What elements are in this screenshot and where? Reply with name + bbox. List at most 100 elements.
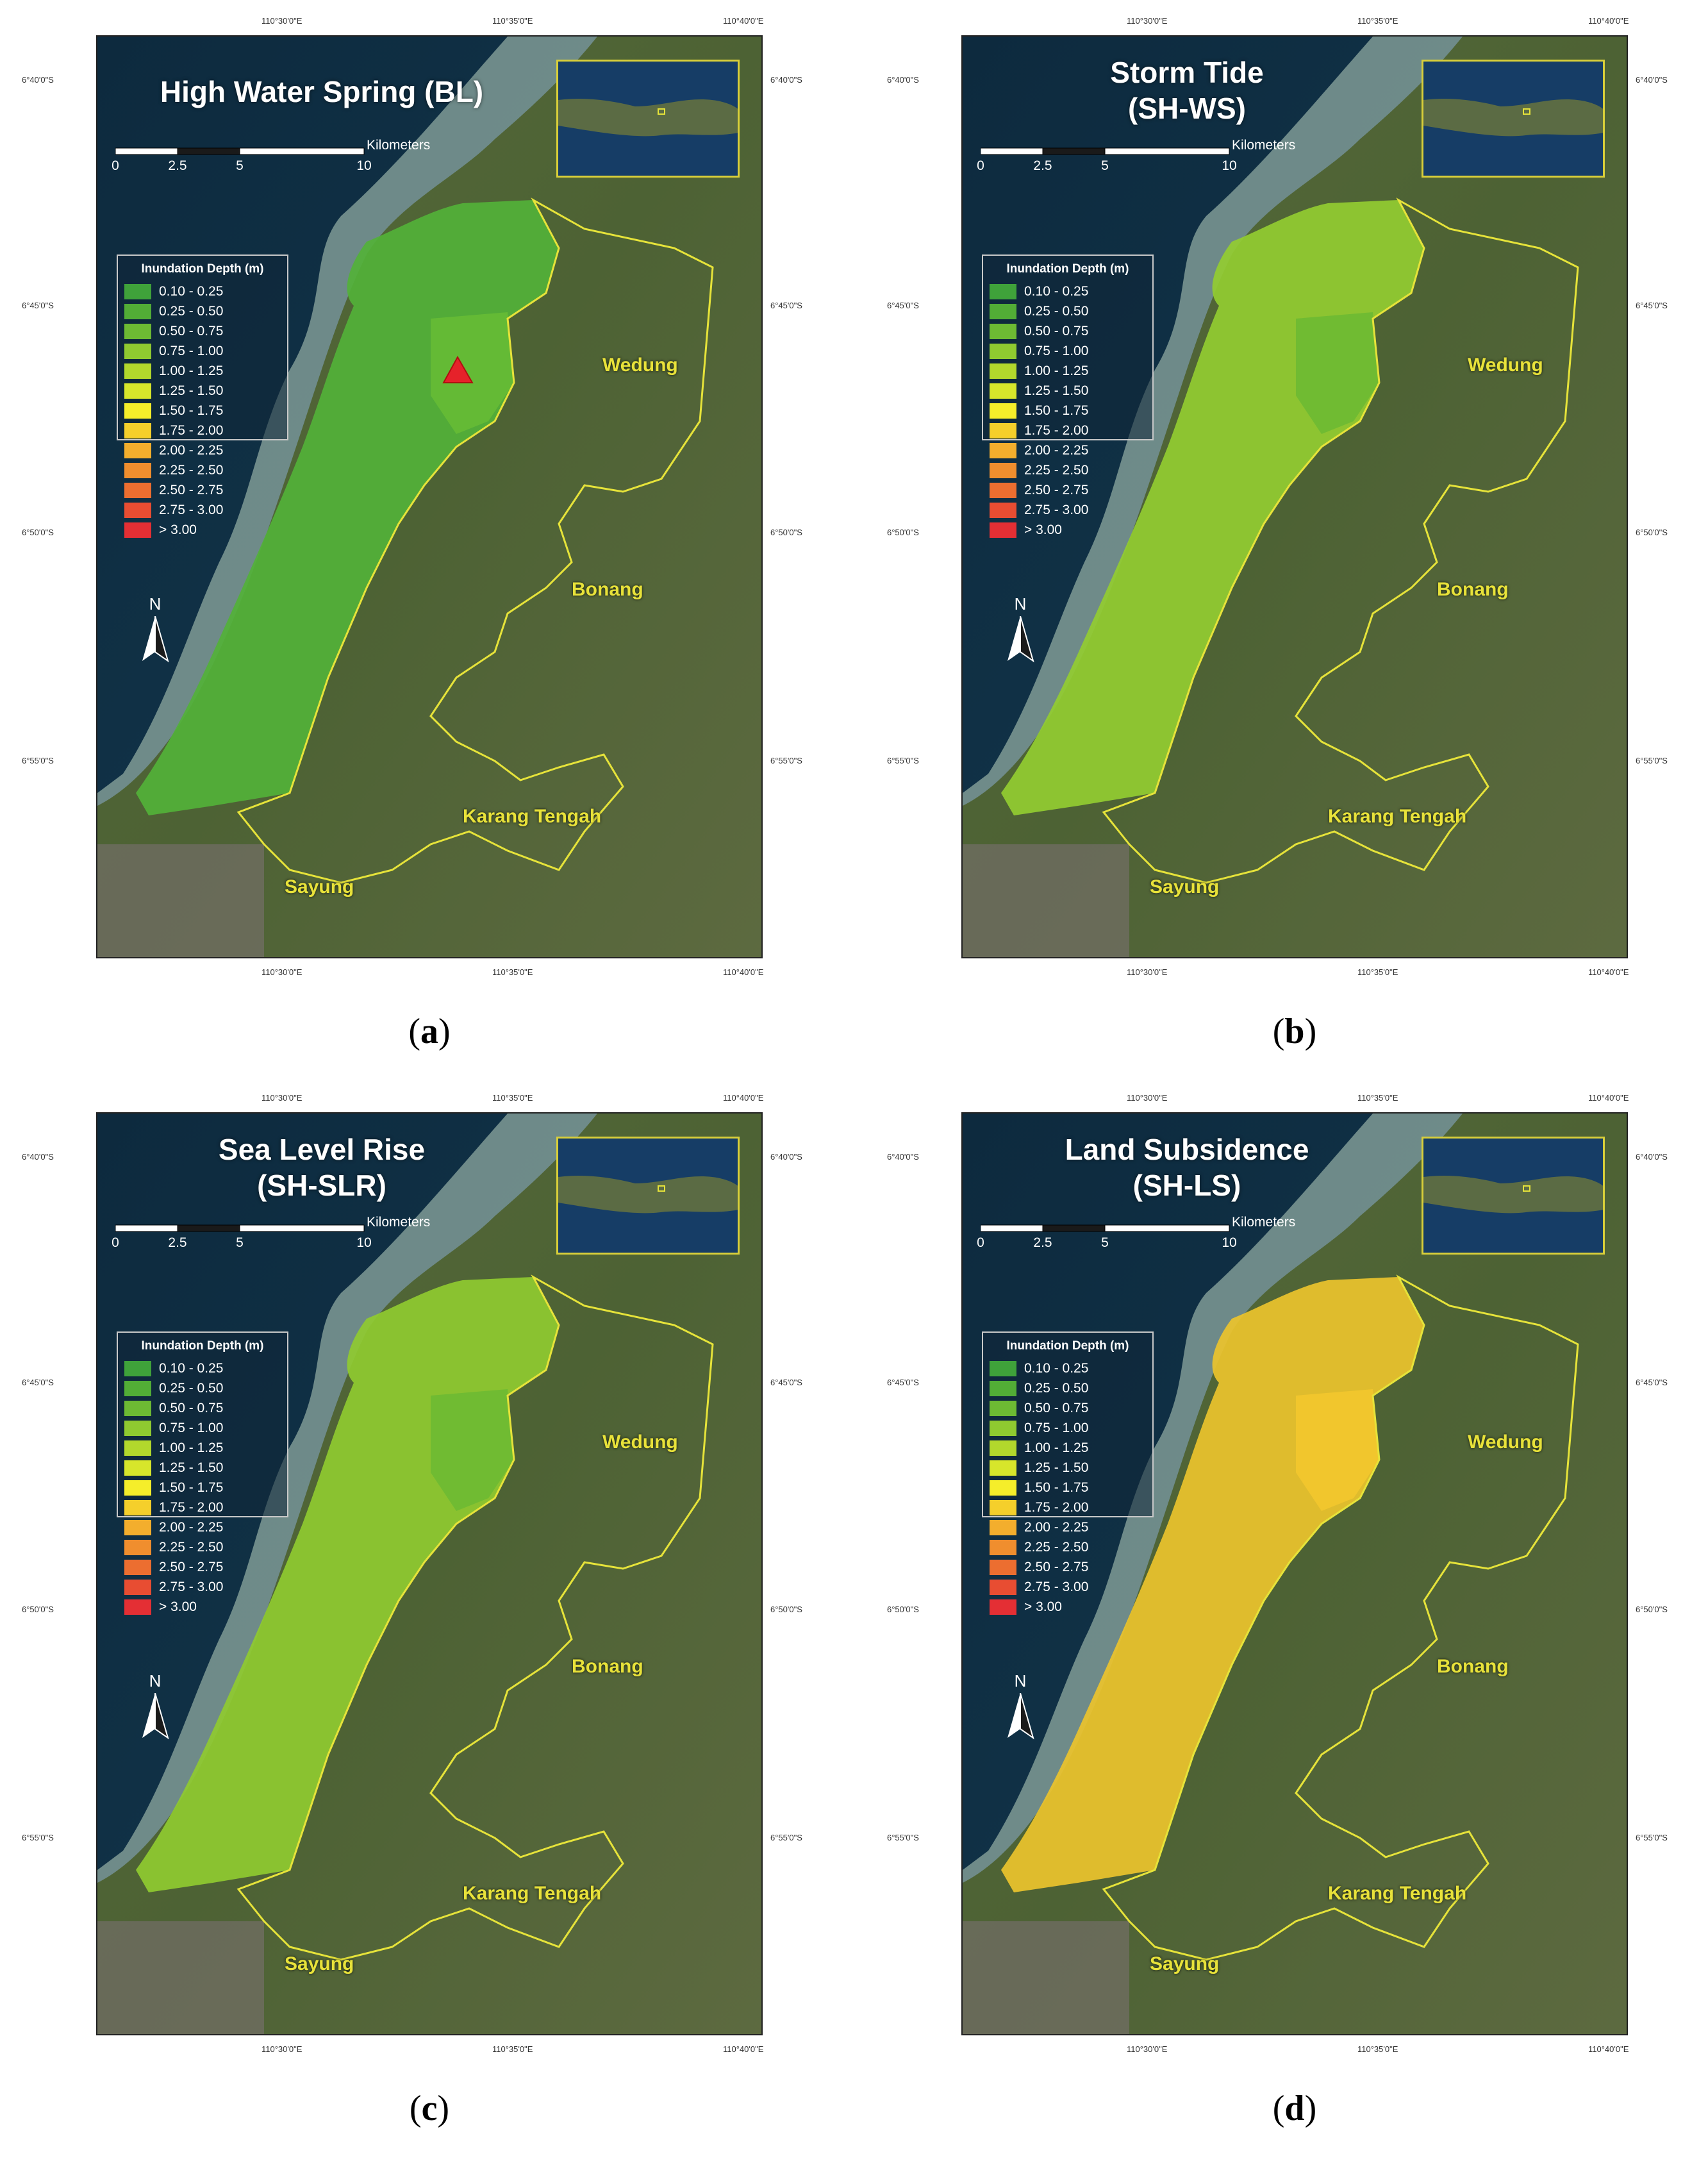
district-boundary	[1102, 197, 1579, 884]
legend-label: 0.25 - 0.50	[1024, 1380, 1089, 1396]
lat-tick: 6°45'0"S	[1636, 1378, 1668, 1387]
legend-row: 2.50 - 2.75	[990, 480, 1146, 500]
scale-segment	[115, 1224, 178, 1232]
legend-row: 2.00 - 2.25	[124, 1517, 281, 1537]
north-arrow-icon	[1007, 616, 1034, 663]
legend-swatch	[124, 1400, 151, 1416]
scale-segment	[1104, 147, 1230, 155]
legend-swatch	[124, 422, 151, 438]
north-label: N	[1014, 1671, 1027, 1690]
lat-tick: 6°40'0"S	[770, 1152, 802, 1162]
lat-tick: 6°45'0"S	[887, 1378, 919, 1387]
legend-swatch	[990, 323, 1016, 339]
observation-point-marker	[442, 355, 474, 383]
lon-tick: 110°30'0"E	[261, 1093, 303, 1103]
legend-swatch	[124, 1440, 151, 1456]
lat-tick: 6°40'0"S	[1636, 75, 1668, 85]
inundation-extent-inner	[1296, 1389, 1379, 1511]
legend: Inundation Depth (m) 0.10 - 0.25 0.25 - 0.…	[982, 1331, 1154, 1615]
legend-label: 1.75 - 2.00	[1024, 422, 1089, 438]
north-arrow: N	[1001, 1671, 1040, 1748]
north-arrow-icon	[1007, 1693, 1034, 1740]
legend-row: 1.75 - 2.00	[124, 421, 281, 440]
lon-tick: 110°35'0"E	[1357, 967, 1398, 977]
legend-row: > 3.00	[124, 520, 281, 540]
locator-inset-map	[1422, 60, 1605, 178]
panel-caption: (a)	[408, 1012, 451, 1051]
district-boundary	[236, 197, 714, 884]
legend-swatch	[124, 1499, 151, 1515]
legend-swatch	[124, 1559, 151, 1575]
legend-label: 1.25 - 1.50	[1024, 383, 1089, 398]
district-label-bonang: Bonang	[572, 1656, 643, 1677]
scale-number: 0	[112, 158, 119, 173]
lat-tick: 6°50'0"S	[22, 528, 54, 537]
lon-tick: 110°35'0"E	[1357, 2044, 1398, 2054]
panel-caption-letter: d	[1284, 2089, 1305, 2128]
lat-tick: 6°55'0"S	[22, 1833, 54, 1842]
legend-row: 0.50 - 0.75	[990, 1398, 1146, 1418]
lon-tick: 110°35'0"E	[492, 2044, 533, 2054]
legend-swatch	[124, 442, 151, 458]
legend-row: 2.25 - 2.50	[124, 1537, 281, 1557]
inset-satellite-image	[1423, 62, 1603, 176]
inset-satellite-image	[1423, 1139, 1603, 1253]
legend-label: 2.75 - 3.00	[159, 1579, 224, 1594]
legend-swatch	[124, 522, 151, 538]
legend-row: 0.75 - 1.00	[990, 341, 1146, 361]
map-title-line2: (SH-SLR)	[257, 1169, 386, 1202]
scale-number: 2.5	[1033, 158, 1052, 173]
lon-tick: 110°30'0"E	[1127, 16, 1168, 26]
district-label-wedung: Wedung	[1468, 355, 1543, 376]
legend-swatch	[990, 1579, 1016, 1595]
legend-label: 1.00 - 1.25	[1024, 363, 1089, 378]
north-arrow: N	[136, 1671, 174, 1748]
legend-label: 2.75 - 3.00	[159, 502, 224, 517]
legend-label: 0.50 - 0.75	[1024, 323, 1089, 338]
north-arrow-icon	[142, 616, 169, 663]
legend-swatch	[124, 403, 151, 419]
legend-row: 1.25 - 1.50	[124, 1458, 281, 1478]
scale-segment	[981, 147, 1043, 155]
legend-swatch	[124, 482, 151, 498]
scale-segment	[177, 1224, 240, 1232]
north-arrow-left	[1007, 616, 1020, 661]
panel-caption-letter: b	[1284, 1012, 1305, 1051]
legend-row: 0.50 - 0.75	[124, 321, 281, 341]
legend-label: 2.25 - 2.50	[1024, 1539, 1089, 1555]
lat-tick: 6°45'0"S	[1636, 301, 1668, 310]
lat-tick: 6°55'0"S	[770, 756, 802, 765]
lat-tick: 6°45'0"S	[770, 301, 802, 310]
legend-row: 0.50 - 0.75	[990, 321, 1146, 341]
legend-label: 0.10 - 0.25	[159, 283, 224, 299]
legend-label: > 3.00	[159, 522, 197, 537]
legend-label: 0.75 - 1.00	[1024, 1420, 1089, 1435]
north-arrow-right	[154, 616, 169, 663]
legend-title: Inundation Depth (m)	[1006, 262, 1129, 276]
legend-swatch	[990, 283, 1016, 299]
legend-swatch	[124, 1519, 151, 1535]
panel-caption: (d)	[1272, 2089, 1317, 2128]
legend-row: 0.25 - 0.50	[124, 1378, 281, 1398]
legend-label: 1.00 - 1.25	[159, 1440, 224, 1455]
panel-caption-letter: c	[421, 2089, 438, 2128]
map-frame: Land Subsidence (SH-LS) Kilometers 0 2.5 5 10 I…	[961, 1112, 1628, 2035]
lat-tick: 6°55'0"S	[887, 1833, 919, 1842]
legend-row: 0.10 - 0.25	[124, 1358, 281, 1378]
inset-satellite-image	[558, 62, 738, 176]
legend-row: 2.00 - 2.25	[124, 440, 281, 460]
legend-row: 2.25 - 2.50	[990, 1537, 1146, 1557]
legend-label: 2.25 - 2.50	[159, 1539, 224, 1555]
legend-swatch	[124, 1420, 151, 1436]
legend-label: > 3.00	[1024, 522, 1062, 537]
lon-tick: 110°35'0"E	[1357, 16, 1398, 26]
north-arrow-left	[1007, 1693, 1020, 1738]
scale-segment	[981, 1224, 1043, 1232]
legend-swatch	[990, 1460, 1016, 1476]
district-label-sayung: Sayung	[1150, 1953, 1220, 1974]
legend-label: 1.50 - 1.75	[159, 403, 224, 418]
legend-label: 2.50 - 2.75	[1024, 482, 1089, 497]
legend-swatch	[124, 1460, 151, 1476]
legend-swatch	[990, 383, 1016, 399]
legend-row: 0.10 - 0.25	[990, 281, 1146, 301]
